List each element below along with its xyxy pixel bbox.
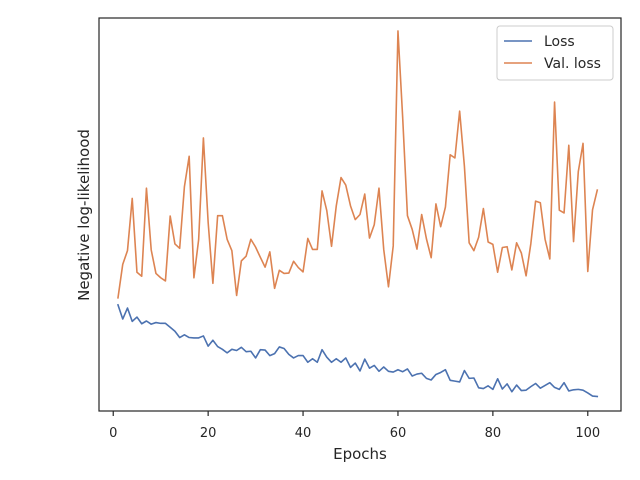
legend-label-val-loss: Val. loss bbox=[544, 56, 601, 72]
axes-frame bbox=[98, 17, 622, 412]
series-line-loss bbox=[116, 303, 599, 398]
legend: Loss Val. loss bbox=[496, 25, 614, 81]
y-axis-label: Negative log-likelihood bbox=[75, 129, 93, 301]
x-tick-label: 60 bbox=[390, 426, 407, 441]
x-tick-label: 0 bbox=[109, 426, 117, 441]
legend-box bbox=[496, 25, 614, 81]
legend-label-loss: Loss bbox=[544, 34, 575, 50]
x-tick-label: 80 bbox=[485, 426, 502, 441]
series-layer bbox=[116, 30, 599, 398]
x-tick-label: 100 bbox=[575, 426, 600, 441]
axes-spines bbox=[98, 17, 622, 412]
x-tick-label: 40 bbox=[295, 426, 312, 441]
x-axis-label: Epochs bbox=[333, 445, 387, 463]
x-tick-label: 20 bbox=[200, 426, 217, 441]
series-line-val-loss bbox=[117, 30, 599, 299]
x-axis-ticks: 0 20 40 60 80 100 bbox=[109, 411, 600, 441]
